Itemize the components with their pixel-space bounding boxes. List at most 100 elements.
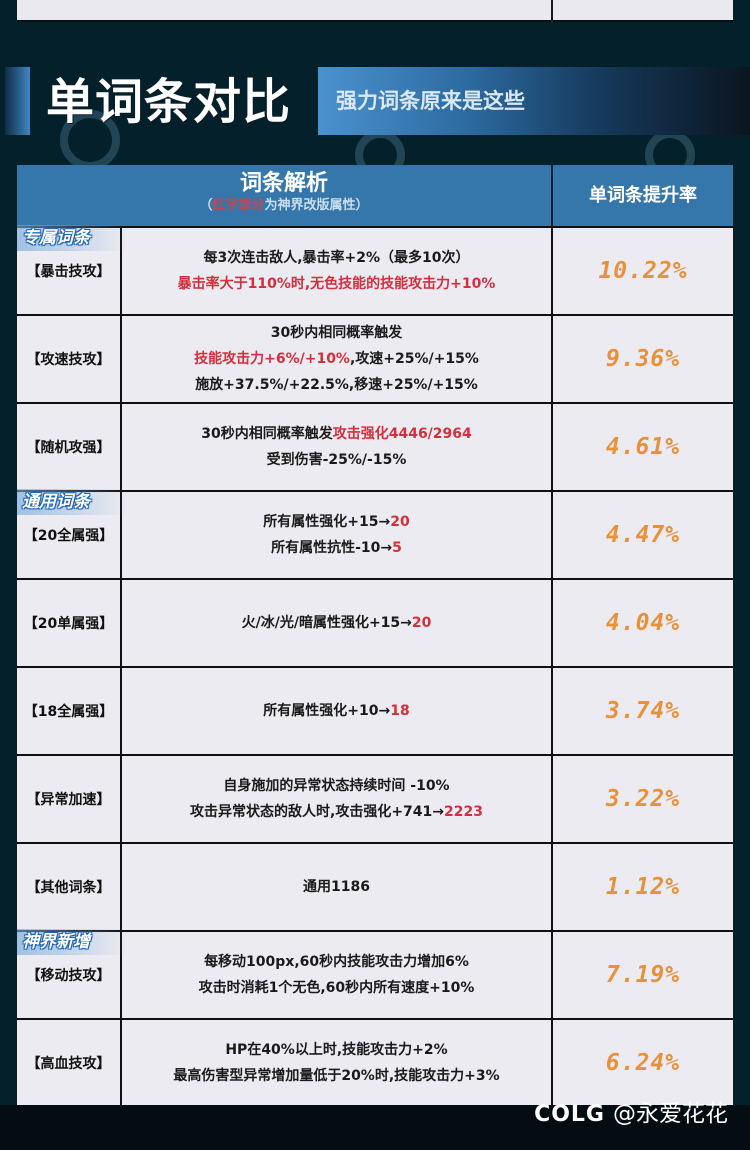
description-line: 攻击时消耗1个无色,60秒内所有速度+10%: [199, 975, 475, 1001]
description-text: 30秒内相同概率触发: [201, 426, 333, 442]
description-text: 攻击异常状态的敌人时,攻击强化+741→: [190, 804, 445, 820]
improvement-rate: 3.22%: [605, 786, 681, 812]
improvement-rate: 4.61%: [605, 434, 681, 460]
table-row: 【攻速技攻】 30秒内相同概率触发技能攻击力+6%/+10%,攻速+25%/+15…: [17, 314, 733, 402]
highlight-text: 技能攻击力+6%/+10%: [194, 351, 350, 367]
table-row: 【移动技攻】 每移动100px,60秒内技能攻击力增加6% 攻击时消耗1个无色,60…: [17, 930, 733, 1018]
table-row: 【20单属强】 火/冰/光/暗属性强化+15→20 4.04%: [17, 578, 733, 666]
header-desc-title: 词条解析: [239, 171, 328, 196]
affix-description: 30秒内相同概率触发技能攻击力+6%/+10%,攻速+25%/+15% 施放+37…: [122, 316, 551, 402]
description-text: 所有属性强化+15→: [263, 514, 391, 530]
affix-description: 每3次连击敌人,暴击率+2%（最多10次） 暴击率大于110%时,无色技能的技能攻…: [122, 228, 551, 314]
description-line: 所有属性强化+10→18: [263, 698, 409, 724]
note-red: 红字部分: [212, 198, 265, 213]
column-divider: [551, 0, 553, 22]
affix-description: 每移动100px,60秒内技能攻击力增加6% 攻击时消耗1个无色,60秒内所有速度…: [122, 932, 551, 1018]
note-rest: 为神界改版属性: [264, 198, 356, 213]
header-divider: [551, 165, 553, 226]
footer-watermark: COLG @永爱花花: [534, 1094, 728, 1134]
affix-comparison-table: 词条解析 （红字部分为神界改版属性） 单词条提升率 【暴击技攻】 每3次连击敌人,…: [17, 165, 733, 1105]
highlight-text: 2223: [444, 804, 483, 820]
label-column-divider: [120, 226, 122, 1105]
description-text: 每3次连击敌人,暴击率+2%（最多10次）: [203, 250, 470, 266]
tag-exclusive: 专属词条: [17, 225, 127, 251]
section-subtitle: 强力词条原来是这些: [336, 89, 525, 113]
description-text: 最高伤害型异常增加量低于20%时,技能攻击力+3%: [173, 1068, 500, 1084]
table-row: 【18全属强】 所有属性强化+10→18 3.74%: [17, 666, 733, 754]
affix-label: 【20全属强】: [23, 528, 114, 544]
improvement-rate: 7.19%: [605, 962, 681, 988]
tag-new: 神界新增: [17, 929, 127, 955]
affix-label: 【高血技攻】: [26, 1056, 111, 1072]
header-rate: 单词条提升率: [589, 185, 697, 206]
description-line: 技能攻击力+6%/+10%,攻速+25%/+15%: [194, 346, 479, 372]
affix-label: 【暴击技攻】: [26, 264, 111, 280]
affix-description: 通用1186: [122, 844, 551, 930]
description-text: 火/冰/光/暗属性强化+15→: [241, 615, 412, 631]
description-line: 暴击率大于110%时,无色技能的技能攻击力+10%: [178, 271, 496, 297]
affix-description: 30秒内相同概率触发攻击强化4446/2964 受到伤害-25%/-15%: [122, 404, 551, 490]
improvement-rate: 10.22%: [598, 258, 688, 284]
description-line: 自身施加的异常状态持续时间 -10%: [223, 773, 449, 799]
description-line: 所有属性抗性-10→5: [271, 535, 402, 561]
note-close: ）: [355, 198, 369, 213]
table-row: 【其他词条】 通用1186 1.12%: [17, 842, 733, 930]
description-line: 所有属性强化+15→20: [263, 509, 409, 535]
affix-label: 【其他词条】: [26, 880, 111, 896]
affix-description: 所有属性强化+15→20 所有属性抗性-10→5: [122, 492, 551, 578]
section-title: 单词条对比: [46, 74, 292, 130]
table-header: 词条解析 （红字部分为神界改版属性） 单词条提升率: [17, 165, 733, 226]
affix-label: 【20单属强】: [23, 616, 114, 632]
description-text: 每移动100px,60秒内技能攻击力增加6%: [204, 954, 469, 970]
description-line: 攻击异常状态的敌人时,攻击强化+741→2223: [190, 799, 483, 825]
highlight-text: 20: [411, 615, 432, 631]
affix-label: 【18全属强】: [23, 704, 114, 720]
table-row: 【高血技攻】 HP在40%以上时,技能攻击力+2% 最高伤害型异常增加量低于20%时…: [17, 1018, 733, 1106]
affix-description: 所有属性强化+10→18: [122, 668, 551, 754]
table-row: 【20全属强】 所有属性强化+15→20 所有属性抗性-10→5 4.47%: [17, 490, 733, 578]
affix-label: 【异常加速】: [26, 792, 111, 808]
note-open: （: [199, 198, 213, 213]
description-line: 30秒内相同概率触发攻击强化4446/2964: [201, 421, 472, 447]
highlight-text: 18: [390, 703, 410, 719]
table-row: 【异常加速】 自身施加的异常状态持续时间 -10% 攻击异常状态的敌人时,攻击强化+…: [17, 754, 733, 842]
description-text: 30秒内相同概率触发: [270, 325, 403, 341]
description-line: 最高伤害型异常增加量低于20%时,技能攻击力+3%: [173, 1063, 499, 1089]
bottom-band: [0, 1105, 750, 1150]
title-accent-bar: [5, 67, 30, 135]
improvement-rate: 6.24%: [605, 1050, 681, 1076]
description-line: 每3次连击敌人,暴击率+2%（最多10次）: [203, 245, 469, 271]
table-row: 【暴击技攻】 每3次连击敌人,暴击率+2%（最多10次） 暴击率大于110%时,无色…: [17, 226, 733, 314]
description-line: 施放+37.5%/+22.5%,移速+25%/+15%: [195, 372, 478, 398]
description-line: HP在40%以上时,技能攻击力+2%: [225, 1037, 447, 1063]
description-line: 30秒内相同概率触发: [271, 320, 402, 346]
affix-label: 【攻速技攻】: [26, 352, 111, 368]
author-handle: @永爱花花: [613, 1101, 728, 1127]
improvement-rate: 4.47%: [605, 522, 681, 548]
rate-column-divider: [551, 226, 553, 1105]
highlight-text: 攻击强化4446/2964: [332, 426, 472, 442]
description-text: 攻击时消耗1个无色,60秒内所有速度+10%: [198, 980, 475, 996]
affix-description: 火/冰/光/暗属性强化+15→20: [122, 580, 551, 666]
header-desc: 词条解析 （红字部分为神界改版属性）: [17, 165, 551, 226]
description-text: 所有属性抗性-10→: [271, 540, 393, 556]
improvement-rate: 3.74%: [605, 698, 681, 724]
improvement-rate: 9.36%: [605, 346, 681, 372]
affix-label: 【移动技攻】: [26, 968, 111, 984]
colg-logo: COLG: [534, 1102, 605, 1127]
affix-label: 【随机攻强】: [26, 440, 111, 456]
subtitle-band: [318, 67, 750, 135]
description-text: 通用1186: [303, 879, 370, 895]
highlight-text: 5: [392, 540, 402, 556]
description-text: 受到伤害-25%/-15%: [266, 452, 407, 468]
description-line: 每移动100px,60秒内技能攻击力增加6%: [204, 949, 469, 975]
description-line: 火/冰/光/暗属性强化+15→20: [242, 610, 432, 636]
header-desc-note: （红字部分为神界改版属性）: [17, 197, 551, 215]
description-text: 施放+37.5%/+22.5%,移速+25%/+15%: [195, 377, 478, 393]
affix-description: HP在40%以上时,技能攻击力+2% 最高伤害型异常增加量低于20%时,技能攻击力…: [122, 1020, 551, 1106]
table-row: 【随机攻强】 30秒内相同概率触发攻击强化4446/2964 受到伤害-25%/-1…: [17, 402, 733, 490]
description-line: 通用1186: [303, 874, 370, 900]
description-text: 自身施加的异常状态持续时间 -10%: [223, 778, 450, 794]
description-text: 所有属性强化+10→: [263, 703, 391, 719]
previous-table-remnant: [17, 0, 733, 22]
